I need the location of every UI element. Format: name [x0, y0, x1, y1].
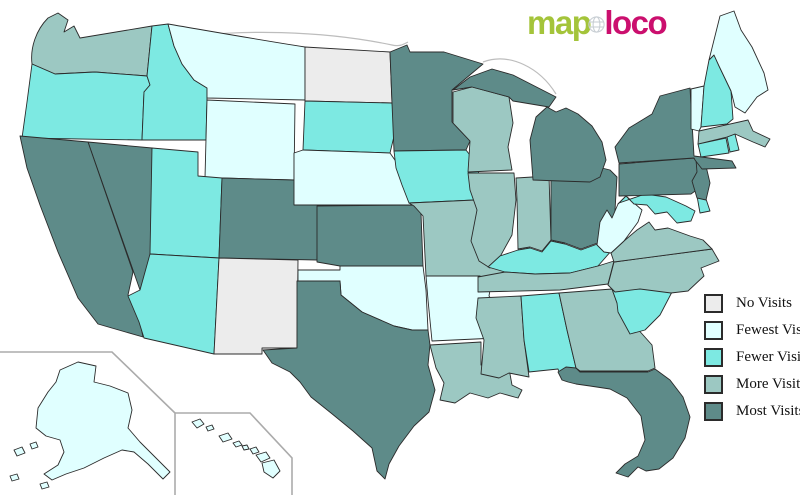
hawaii-inset-border [175, 412, 293, 495]
state-MD[interactable] [617, 193, 696, 224]
globe-icon [588, 16, 606, 33]
legend-row-most-visits: Most Visits [704, 398, 800, 425]
state-AK[interactable] [9, 361, 171, 490]
legend-label-fewest-visits: Fewest Visits [736, 322, 800, 338]
state-OR[interactable] [21, 63, 151, 141]
state-NM[interactable] [213, 257, 299, 355]
state-IA[interactable] [393, 149, 482, 204]
state-WY[interactable] [204, 99, 296, 181]
map-legend: No Visits Fewest Visits Fewer Visits Mor… [704, 290, 800, 425]
state-TN[interactable] [477, 260, 615, 293]
legend-swatch-no-visits [704, 294, 723, 313]
state-VT[interactable] [690, 85, 705, 132]
state-NC[interactable] [607, 248, 720, 294]
state-SD[interactable] [302, 100, 397, 154]
legend-row-more-visits: More Visits [704, 371, 800, 398]
state-TX[interactable] [262, 280, 436, 480]
state-NY[interactable] [614, 87, 737, 170]
state-WA[interactable] [31, 12, 153, 77]
legend-row-fewer-visits: Fewer Visits [704, 344, 800, 371]
state-MT[interactable] [167, 23, 306, 101]
legend-swatch-fewest-visits [704, 321, 723, 340]
legend-label-no-visits: No Visits [736, 295, 792, 311]
legend-swatch-more-visits [704, 375, 723, 394]
canada-lakes-coast-line [482, 58, 557, 95]
state-ME[interactable] [708, 10, 769, 114]
legend-row-no-visits: No Visits [704, 290, 800, 317]
state-MS[interactable] [475, 295, 530, 379]
legend-swatch-fewer-visits [704, 348, 723, 367]
state-CA[interactable] [19, 135, 144, 338]
legend-swatch-most-visits [704, 402, 723, 421]
state-MI[interactable] [452, 68, 607, 183]
logo-text-map: map [527, 4, 592, 41]
legend-label-more-visits: More Visits [736, 376, 800, 392]
legend-label-fewer-visits: Fewer Visits [736, 349, 800, 365]
maploco-logo[interactable]: map loco [527, 4, 668, 41]
state-MN[interactable] [389, 44, 484, 152]
state-HI[interactable] [191, 418, 281, 479]
state-IN[interactable] [515, 175, 552, 252]
state-CT[interactable] [697, 137, 730, 158]
state-PA[interactable] [618, 157, 706, 197]
state-MA[interactable] [697, 119, 771, 148]
state-ND[interactable] [304, 46, 393, 104]
state-FL[interactable] [557, 366, 691, 478]
logo-text-loco: loco [604, 4, 667, 41]
alaska-inset-border [0, 351, 176, 495]
legend-label-most-visits: Most Visits [736, 403, 800, 419]
state-KS[interactable] [316, 204, 424, 267]
state-VA[interactable] [610, 221, 713, 263]
legend-row-fewest-visits: Fewest Visits [704, 317, 800, 344]
